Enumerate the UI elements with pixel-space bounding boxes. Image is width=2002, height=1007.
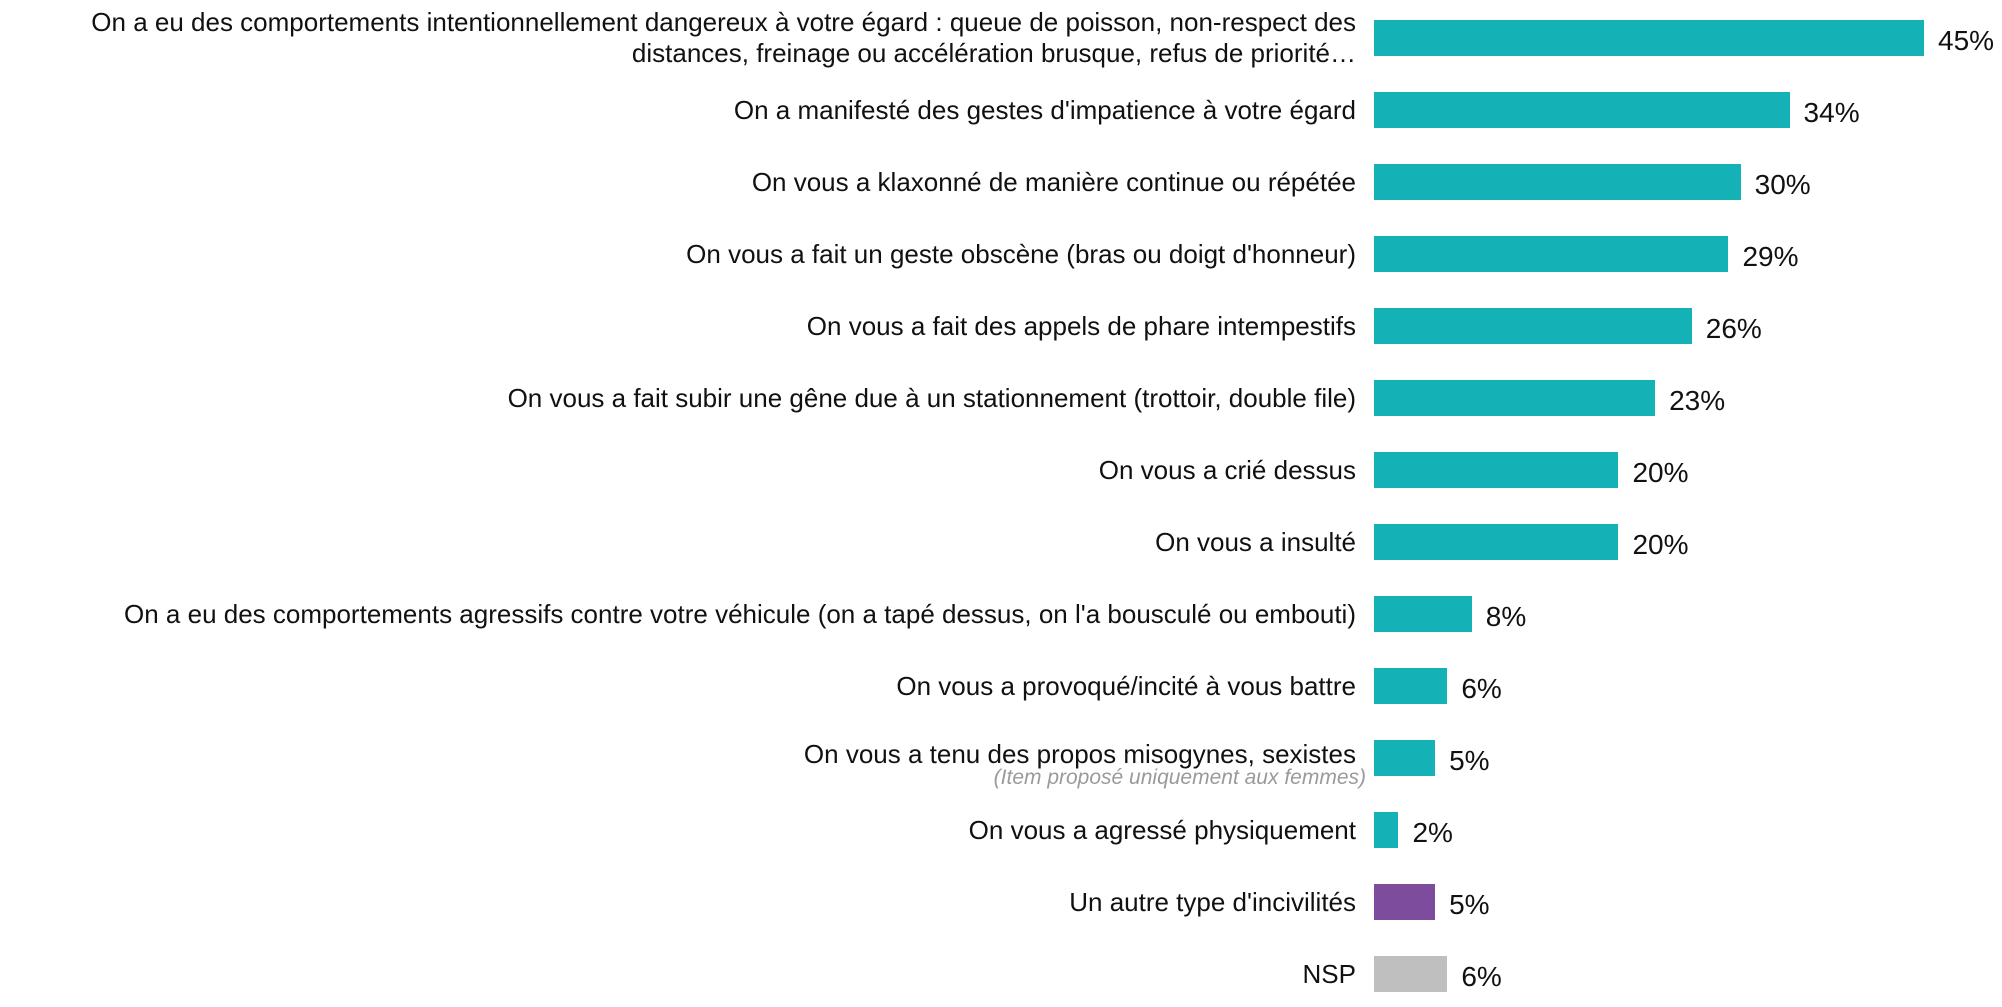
- category-label: On vous a tenu des propos misogynes, sex…: [803, 738, 1356, 769]
- bar: [1374, 740, 1436, 776]
- bar: [1374, 452, 1619, 488]
- value-label: 2%: [1412, 817, 1453, 848]
- value-label: 26%: [1705, 313, 1762, 344]
- bar: [1374, 956, 1448, 992]
- category-label: On vous a agressé physiquement: [968, 814, 1356, 845]
- value-label: 6%: [1461, 961, 1502, 992]
- category-label: On vous a fait un geste obscène (bras ou…: [686, 238, 1356, 269]
- category-label: On vous a fait des appels de phare intem…: [806, 310, 1356, 341]
- value-label: 5%: [1449, 889, 1490, 920]
- category-label: On vous a provoqué/incité à vous battre: [896, 670, 1356, 701]
- bar: [1374, 308, 1692, 344]
- category-label: On vous a crié dessus: [1098, 454, 1356, 485]
- bar: [1374, 812, 1399, 848]
- category-label: On a eu des comportements intentionnelle…: [91, 7, 1356, 68]
- bar: [1374, 596, 1472, 632]
- value-label: 29%: [1742, 241, 1799, 272]
- bar: [1374, 524, 1619, 560]
- value-label: 20%: [1632, 529, 1689, 560]
- value-label: 30%: [1754, 169, 1811, 200]
- bar: [1374, 380, 1656, 416]
- value-label: 23%: [1669, 385, 1726, 416]
- value-label: 6%: [1461, 673, 1502, 704]
- category-label: On vous a klaxonné de manière continue o…: [751, 166, 1356, 197]
- annotation: (Item proposé uniquement aux femmes): [993, 766, 1366, 789]
- bar: [1374, 164, 1741, 200]
- category-label: On a manifesté des gestes d'impatience à…: [733, 94, 1356, 125]
- bar: [1374, 884, 1436, 920]
- value-label: 34%: [1803, 97, 1860, 128]
- bar: [1374, 236, 1729, 272]
- bar: [1374, 668, 1448, 704]
- bar: [1374, 20, 1924, 56]
- value-label: 5%: [1449, 745, 1490, 776]
- category-label: Un autre type d'incivilités: [1069, 886, 1356, 917]
- category-label: On a eu des comportements agressifs cont…: [124, 598, 1356, 629]
- category-label: On vous a fait subir une gêne due à un s…: [507, 382, 1356, 413]
- bar: [1374, 92, 1790, 128]
- value-label: 8%: [1485, 601, 1527, 632]
- value-label: 45%: [1938, 25, 1995, 56]
- value-label: 20%: [1632, 457, 1689, 488]
- category-label: NSP: [1302, 958, 1356, 989]
- category-label: On vous a insulté: [1155, 526, 1356, 557]
